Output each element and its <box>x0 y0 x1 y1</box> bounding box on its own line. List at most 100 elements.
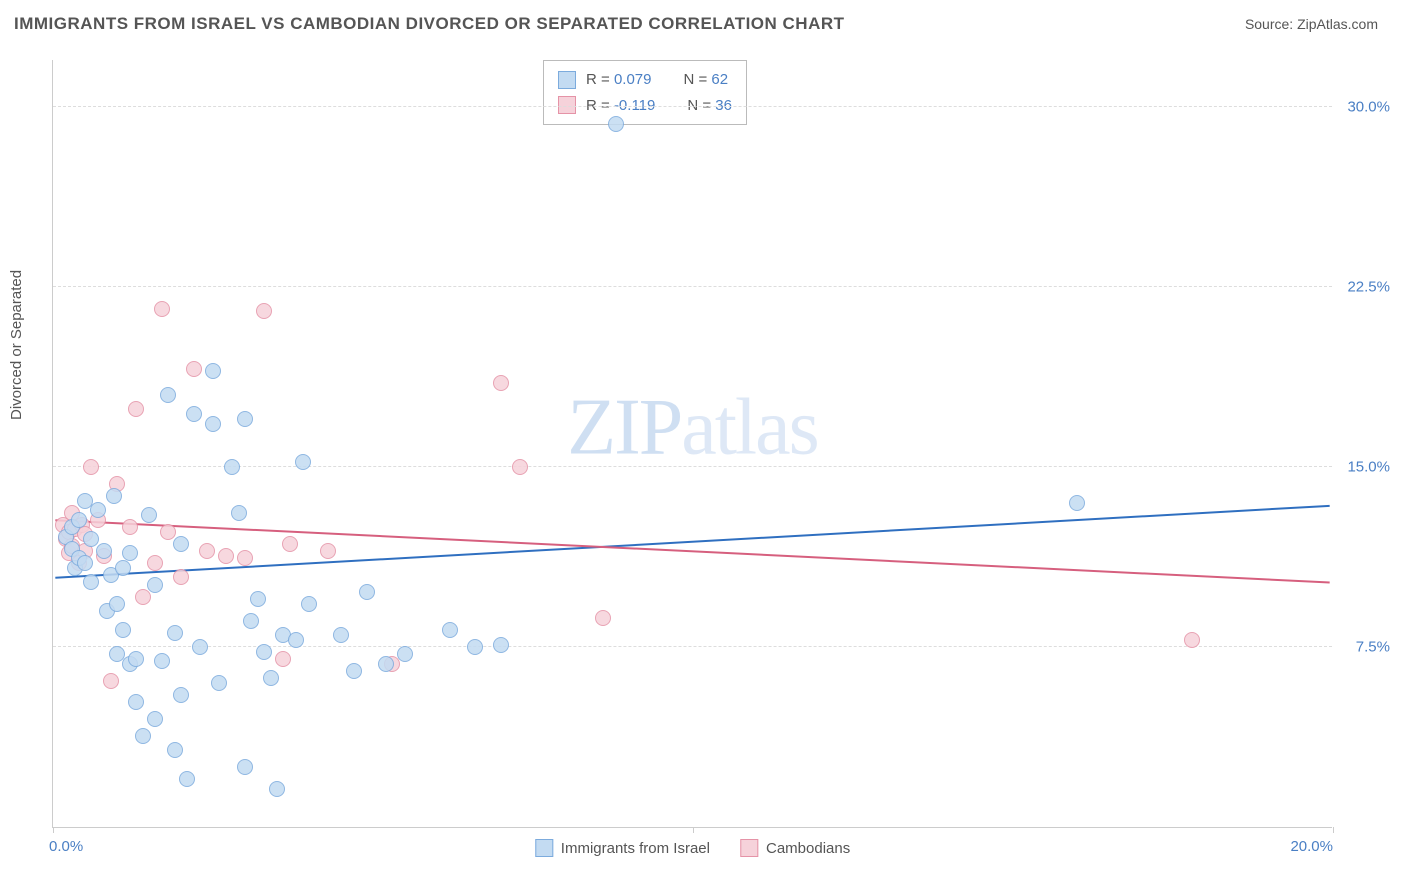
data-point <box>179 771 195 787</box>
data-point <box>397 646 413 662</box>
data-point <box>173 569 189 585</box>
chart-title: IMMIGRANTS FROM ISRAEL VS CAMBODIAN DIVO… <box>14 14 845 34</box>
data-point <box>135 589 151 605</box>
r-label: R = 0.079 <box>586 67 651 93</box>
data-point <box>147 555 163 571</box>
data-point <box>378 656 394 672</box>
data-point <box>199 543 215 559</box>
data-point <box>154 653 170 669</box>
legend-item: Immigrants from Israel <box>535 839 710 857</box>
data-point <box>256 644 272 660</box>
data-point <box>231 505 247 521</box>
gridline <box>53 646 1332 647</box>
data-point <box>135 728 151 744</box>
data-point <box>103 673 119 689</box>
stats-row: R = 0.079 N = 62 <box>558 67 732 93</box>
data-point <box>1184 632 1200 648</box>
data-point <box>442 622 458 638</box>
data-point <box>186 361 202 377</box>
data-point <box>173 536 189 552</box>
regression-line <box>55 506 1329 578</box>
data-point <box>608 116 624 132</box>
gridline <box>53 286 1332 287</box>
data-point <box>122 519 138 535</box>
data-point <box>269 781 285 797</box>
data-point <box>154 301 170 317</box>
data-point <box>595 610 611 626</box>
data-point <box>173 687 189 703</box>
data-point <box>109 596 125 612</box>
data-point <box>122 545 138 561</box>
gridline <box>53 466 1332 467</box>
x-tick-label: 0.0% <box>49 838 83 855</box>
data-point <box>211 675 227 691</box>
data-point <box>295 454 311 470</box>
x-tick <box>693 827 694 833</box>
data-point <box>128 651 144 667</box>
y-tick-label: 15.0% <box>1338 459 1390 476</box>
data-point <box>128 401 144 417</box>
y-axis-label: Divorced or Separated <box>8 270 25 420</box>
data-point <box>96 543 112 559</box>
data-point <box>320 543 336 559</box>
data-point <box>359 584 375 600</box>
x-tick <box>53 827 54 833</box>
legend-swatch <box>740 839 758 857</box>
data-point <box>205 363 221 379</box>
bottom-legend: Immigrants from Israel Cambodians <box>535 839 850 857</box>
data-point <box>282 536 298 552</box>
data-point <box>493 375 509 391</box>
legend-item: Cambodians <box>740 839 850 857</box>
data-point <box>250 591 266 607</box>
data-point <box>288 632 304 648</box>
data-point <box>167 742 183 758</box>
data-point <box>1069 495 1085 511</box>
legend-label: Cambodians <box>766 840 850 857</box>
data-point <box>71 512 87 528</box>
data-point <box>218 548 234 564</box>
data-point <box>512 459 528 475</box>
data-point <box>167 625 183 641</box>
watermark: ZIPatlas <box>567 383 818 474</box>
data-point <box>141 507 157 523</box>
data-point <box>237 411 253 427</box>
data-point <box>90 502 106 518</box>
data-point <box>467 639 483 655</box>
data-point <box>333 627 349 643</box>
data-point <box>256 303 272 319</box>
y-tick-label: 30.0% <box>1338 99 1390 116</box>
data-point <box>493 637 509 653</box>
regression-lines <box>53 60 1332 827</box>
n-label: N = 62 <box>683 67 728 93</box>
data-point <box>224 459 240 475</box>
y-tick-label: 7.5% <box>1338 639 1390 656</box>
stats-legend-box: R = 0.079N = 62R = -0.119N = 36 <box>543 60 747 125</box>
data-point <box>237 550 253 566</box>
legend-label: Immigrants from Israel <box>561 840 710 857</box>
data-point <box>83 459 99 475</box>
data-point <box>301 596 317 612</box>
data-point <box>205 416 221 432</box>
data-point <box>128 694 144 710</box>
data-point <box>160 387 176 403</box>
legend-swatch <box>535 839 553 857</box>
gridline <box>53 106 1332 107</box>
x-tick <box>1333 827 1334 833</box>
data-point <box>83 574 99 590</box>
data-point <box>115 622 131 638</box>
scatter-chart: ZIPatlas R = 0.079N = 62R = -0.119N = 36… <box>52 60 1332 828</box>
data-point <box>186 406 202 422</box>
data-point <box>115 560 131 576</box>
data-point <box>147 711 163 727</box>
data-point <box>275 651 291 667</box>
data-point <box>83 531 99 547</box>
chart-header: IMMIGRANTS FROM ISRAEL VS CAMBODIAN DIVO… <box>0 0 1406 44</box>
series-swatch <box>558 71 576 89</box>
data-point <box>147 577 163 593</box>
x-tick-label: 20.0% <box>1290 838 1333 855</box>
data-point <box>106 488 122 504</box>
data-point <box>346 663 362 679</box>
data-point <box>243 613 259 629</box>
y-tick-label: 22.5% <box>1338 279 1390 296</box>
data-point <box>263 670 279 686</box>
